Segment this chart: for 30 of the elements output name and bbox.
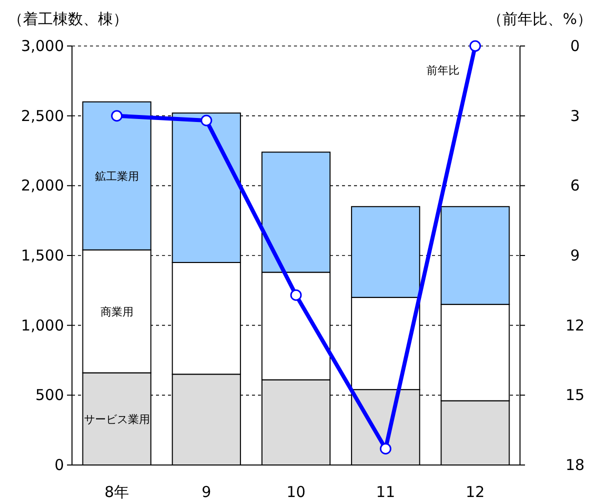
y-tick-label: 0 — [54, 456, 64, 474]
y-tick-label: 1,500 — [21, 246, 64, 264]
y-tick-label: 3,000 — [21, 37, 64, 55]
series-label: 商業用 — [100, 305, 134, 318]
series-label: サービス業用 — [84, 412, 150, 426]
y2-tick-label: 18 — [565, 456, 585, 474]
y-tick-label: 1,000 — [21, 316, 64, 334]
point — [290, 289, 302, 301]
y-tick-label: 2,000 — [21, 176, 64, 195]
y2-tick-label: 6 — [570, 176, 580, 195]
y2-tick-label: 12 — [565, 316, 585, 334]
y-axis-title: （着工棟数、棟） — [8, 10, 128, 28]
y2-tick-label: 0 — [570, 37, 580, 55]
x-tick-label: 9 — [202, 483, 212, 501]
series-label: 前年比 — [426, 64, 460, 77]
point — [469, 40, 481, 52]
point — [111, 110, 123, 122]
x-tick-label: 11 — [376, 483, 396, 501]
series-label: 鉱工業用 — [94, 170, 139, 183]
y2-axis-title: （前年比、%） — [488, 10, 592, 28]
y2-tick-label: 3 — [570, 106, 580, 125]
point — [200, 114, 212, 126]
y2-tick-label: 9 — [570, 246, 580, 264]
x-tick-label: 10 — [286, 483, 306, 501]
x-tick-label: 12 — [466, 483, 485, 501]
y-tick-label: 2,500 — [21, 106, 64, 125]
point — [380, 442, 392, 454]
y-tick-label: 500 — [35, 386, 64, 404]
y2-tick-label: 15 — [565, 386, 585, 404]
x-tick-label: 8年 — [104, 483, 130, 501]
